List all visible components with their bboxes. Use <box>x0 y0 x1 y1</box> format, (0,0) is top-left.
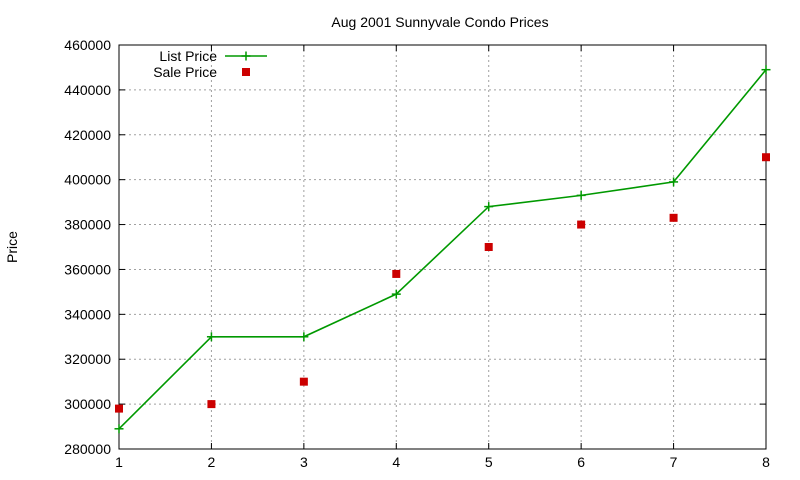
series-layer <box>114 65 771 434</box>
series-list-price <box>114 65 771 434</box>
list-price-point <box>761 65 771 75</box>
legend-plus-marker <box>241 51 251 61</box>
sale-price-point <box>669 213 678 222</box>
grid <box>119 45 766 449</box>
y-tick-label: 360000 <box>64 261 111 277</box>
sale-price-point <box>392 269 401 278</box>
y-tick-label: 400000 <box>64 172 111 188</box>
legend-label: Sale Price <box>153 64 217 80</box>
list-price-point <box>299 332 309 342</box>
sale-price-point <box>207 400 216 409</box>
y-tick-label: 280000 <box>64 441 111 457</box>
legend-label: List Price <box>159 48 217 64</box>
list-price-point <box>669 177 679 187</box>
y-tick-label: 300000 <box>64 396 111 412</box>
chart-title: Aug 2001 Sunnyvale Condo Prices <box>331 14 548 30</box>
x-tick-label: 7 <box>670 454 678 470</box>
list-price-point <box>484 202 494 212</box>
y-tick-label: 340000 <box>64 306 111 322</box>
sale-price-point <box>762 153 770 162</box>
y-tick-label: 320000 <box>64 351 111 367</box>
x-tick-label: 3 <box>300 454 308 470</box>
sale-price-point <box>115 404 123 413</box>
axis-ticks: 1 2 3 4 5 6 7 8 280000 300000 320000 340000 360000 38… <box>64 37 770 470</box>
list-price-point <box>391 289 401 299</box>
x-tick-label: 6 <box>577 454 585 470</box>
x-tick-label: 1 <box>115 454 123 470</box>
y-axis-label: Price <box>4 231 20 263</box>
sale-price-point <box>484 243 493 251</box>
y-tick-label: 460000 <box>64 37 111 53</box>
legend-square-marker <box>242 68 250 76</box>
y-tick-label: 420000 <box>64 127 111 143</box>
x-tick-label: 5 <box>485 454 493 470</box>
series-sale-price <box>115 153 770 413</box>
sale-price-point <box>299 377 308 386</box>
list-price-point <box>576 190 586 200</box>
list-price-point <box>206 332 216 342</box>
sale-price-point <box>577 220 586 229</box>
plot-frame <box>118 44 767 450</box>
y-tick-label: 380000 <box>64 217 111 233</box>
y-tick-label: 440000 <box>64 82 111 98</box>
x-tick-label: 8 <box>762 454 770 470</box>
list-price-line <box>118 69 767 430</box>
list-price-point <box>114 424 124 434</box>
x-tick-label: 2 <box>208 454 216 470</box>
x-tick-label: 4 <box>392 454 400 470</box>
